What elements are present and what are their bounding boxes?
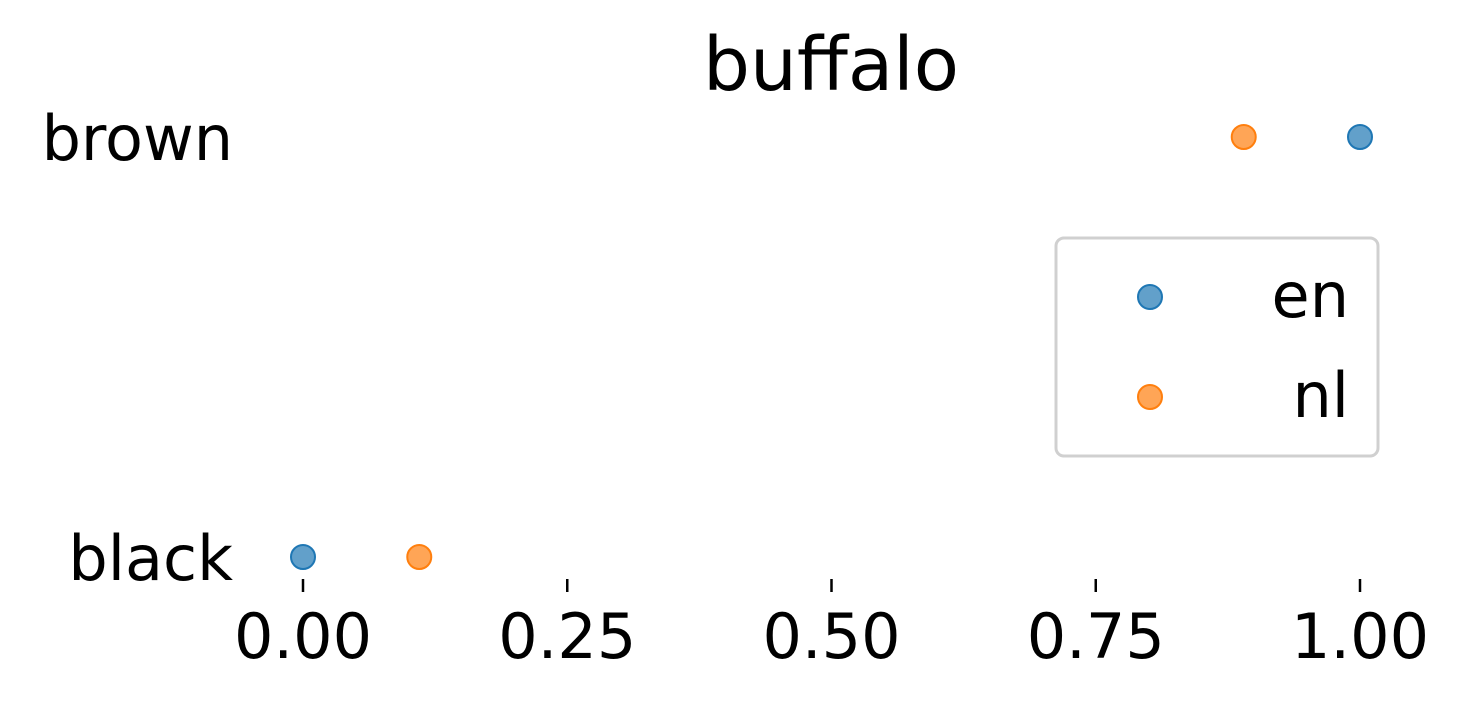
data-points [290,124,1373,570]
x-axis-ticks: 0.00 0.25 0.50 0.75 1.00 [234,579,1429,673]
x-tick-label: 0.00 [234,600,372,673]
point-en-brown [1347,124,1373,150]
category-labels: brown black [42,102,234,595]
category-label-brown: brown [42,102,233,175]
x-tick-label: 0.75 [1027,600,1165,673]
legend-label-nl: nl [1292,359,1349,432]
legend-frame [1054,236,1380,458]
category-label-black: black [68,522,233,595]
x-tick-label: 0.50 [762,600,900,673]
x-tick-label: 1.00 [1291,600,1429,673]
legend: en nl [1054,236,1380,458]
legend-marker-en [1137,284,1163,310]
legend-label-en: en [1272,259,1349,332]
point-nl-brown [1230,124,1257,150]
legend-marker-nl [1137,384,1163,410]
x-tick-label: 0.25 [498,600,636,673]
point-en-black [290,544,316,570]
point-nl-black [406,544,433,570]
chart-title: buffalo [703,22,959,108]
